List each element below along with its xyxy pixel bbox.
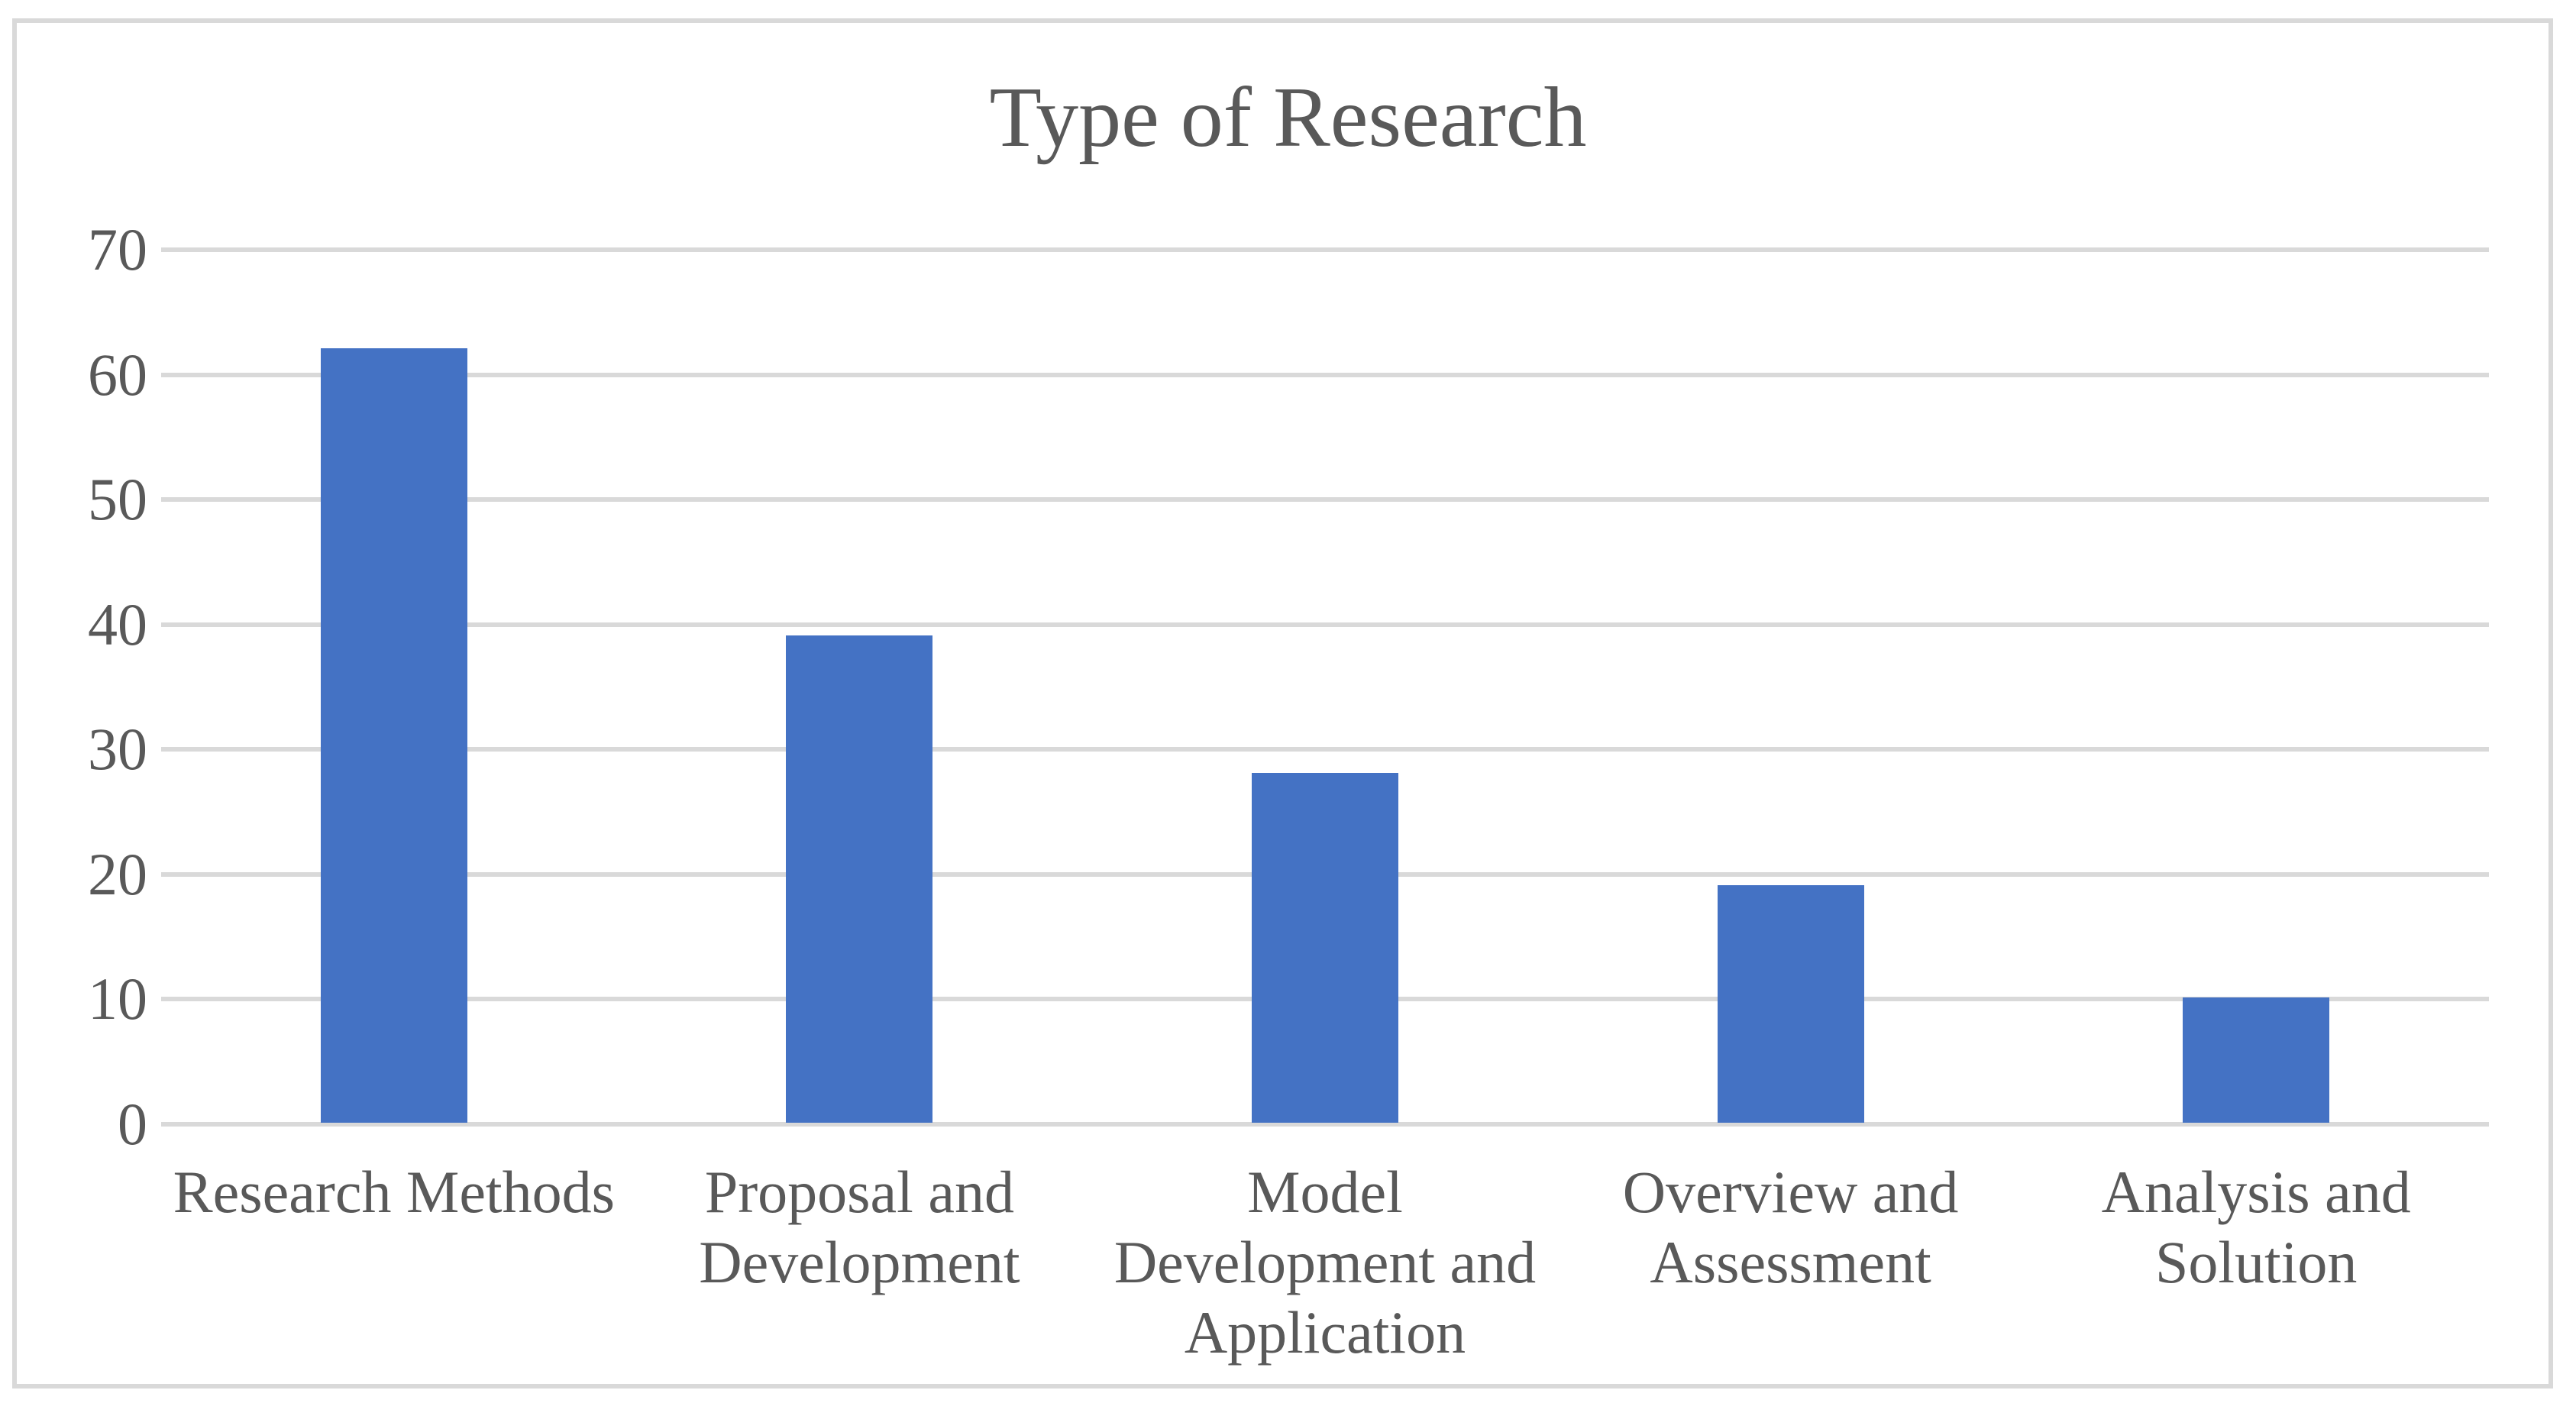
y-axis-tick-label: 40 xyxy=(88,590,147,658)
x-axis-category-label: Proposal and Development xyxy=(699,1159,1020,1295)
y-axis-tick-label: 70 xyxy=(88,216,147,283)
plot-area xyxy=(161,247,2489,1127)
x-axis-category-label: Overview and Assessment xyxy=(1622,1159,1959,1295)
bar xyxy=(320,348,467,1123)
gridline xyxy=(161,497,2489,503)
bar xyxy=(2183,997,2330,1123)
x-axis-category-label: Analysis and Solution xyxy=(2101,1159,2411,1295)
chart-title: Type of Research xyxy=(989,70,1587,165)
y-axis-tick-label: 60 xyxy=(88,341,147,408)
x-axis-category-label: Research Methods xyxy=(173,1159,615,1225)
gridline xyxy=(161,1122,2489,1127)
y-axis-tick-label: 50 xyxy=(88,466,147,533)
y-axis-tick-label: 30 xyxy=(88,716,147,783)
gridline xyxy=(161,622,2489,627)
bar xyxy=(1252,773,1398,1123)
y-axis-tick-label: 20 xyxy=(88,840,147,907)
x-axis-category-label: Model Development and Application xyxy=(1113,1159,1537,1366)
y-axis-tick-label: 0 xyxy=(118,1091,147,1157)
bar xyxy=(1717,885,1864,1123)
y-axis-tick-label: 10 xyxy=(88,965,147,1033)
gridline xyxy=(161,372,2489,377)
bar xyxy=(786,635,933,1123)
gridline xyxy=(161,747,2489,752)
gridline xyxy=(161,247,2489,252)
